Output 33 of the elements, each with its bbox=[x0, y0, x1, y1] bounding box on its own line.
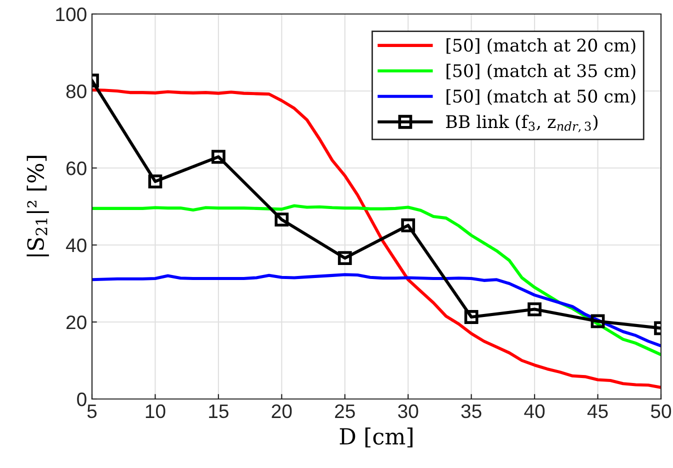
x-tick-label: 20 bbox=[272, 404, 292, 418]
legend-label: [50] (match at 50 cm) bbox=[446, 89, 636, 106]
point bbox=[338, 251, 352, 266]
y-tick-label: 60 bbox=[66, 161, 86, 176]
x-tick-label: 10 bbox=[146, 404, 166, 418]
point bbox=[212, 150, 226, 164]
y-tick-label: 20 bbox=[66, 315, 86, 330]
point bbox=[401, 218, 416, 232]
y-tick-label: 40 bbox=[66, 238, 86, 252]
x-tick-label: 30 bbox=[398, 404, 418, 418]
y-tick-label: 0 bbox=[77, 392, 86, 406]
x-tick-label: 25 bbox=[335, 404, 355, 418]
point bbox=[528, 302, 542, 316]
x-tick-label: 15 bbox=[209, 404, 228, 418]
line-series bbox=[92, 204, 661, 356]
legend-label: [50] (match at 20 cm) bbox=[446, 38, 636, 54]
legend-label: [50] (match at 35 cm) bbox=[446, 64, 636, 80]
x-tick-label: 50 bbox=[650, 404, 672, 418]
x-tick-label: 45 bbox=[587, 404, 608, 418]
point bbox=[464, 310, 478, 324]
y-tick-label: 80 bbox=[66, 84, 86, 98]
x-tick-label: 5 bbox=[87, 404, 97, 418]
y-axis-title: |S$_{21}$|² [%] bbox=[26, 156, 49, 256]
x-tick-label: 35 bbox=[461, 404, 482, 418]
line-series bbox=[92, 88, 661, 389]
legend-label: BB link (f$_{3}$, z$_{ndr,3}$) bbox=[446, 114, 598, 132]
x-tick-label: 40 bbox=[524, 404, 545, 418]
point bbox=[590, 314, 605, 328]
point bbox=[148, 174, 162, 188]
line-series bbox=[92, 273, 661, 348]
point bbox=[274, 212, 289, 227]
y-tick-label: 100 bbox=[56, 7, 86, 22]
x-axis-title: D [cm] bbox=[340, 428, 412, 448]
